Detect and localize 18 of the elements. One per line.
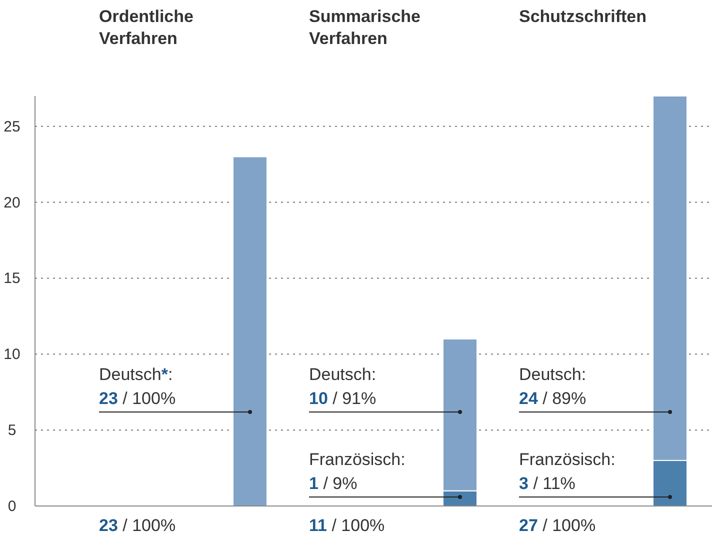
x-tick-label: Summarische Verfahren (309, 7, 420, 48)
y-tick-label: 15 (4, 270, 20, 288)
x-tick-label: Schutzschriften (519, 7, 647, 26)
data-label: Französisch: 1 / 9% (309, 450, 406, 493)
y-tick-label: 0 (8, 498, 16, 515)
x-tick-label: Ordentliche Verfahren (99, 7, 194, 48)
data-label: Deutsch: 24 / 89% (519, 365, 586, 408)
y-tick-label: 5 (8, 422, 16, 440)
y-tick-label: 10 (4, 346, 20, 364)
y-tick-label: 25 (4, 118, 20, 136)
bar (232, 156, 268, 506)
text: 11 / 100% (309, 516, 385, 535)
data-label: Deutsch: 10 / 91% (309, 365, 376, 408)
y-tick-label: 20 (4, 194, 20, 212)
data-label: Französisch: 3 / 11% (519, 450, 616, 493)
text: Deutsch*: 23 / 100% (99, 365, 176, 408)
text: 27 / 100% (519, 516, 596, 535)
text: 23 / 100% (99, 516, 176, 535)
